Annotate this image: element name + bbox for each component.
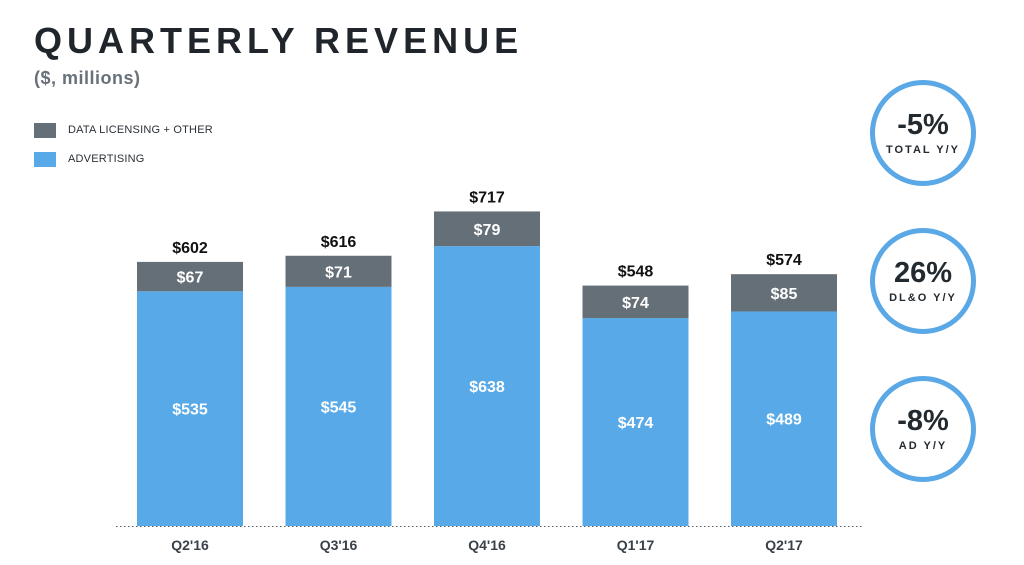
bar-data-licensing-other-q3-16 <box>285 255 392 287</box>
total-label-q4-16: $717 <box>469 189 505 206</box>
total-label-q2-16: $602 <box>172 240 208 257</box>
bar-advertising-q1-17 <box>582 318 689 526</box>
data-label-advertising-q2-16: $535 <box>172 402 208 419</box>
total-label-q1-17: $548 <box>618 264 654 281</box>
data-label-data-licensing-other-q4-16: $79 <box>474 222 501 239</box>
kpi-ad-yoy: -8% AD Y/Y <box>870 376 976 482</box>
chart-legend: DATA LICENSING + OTHER ADVERTISING <box>34 122 213 180</box>
kpi-total-yoy-label: TOTAL Y/Y <box>885 144 961 156</box>
kpi-total-yoy: -5% TOTAL Y/Y <box>870 80 976 186</box>
page-subtitle: ($, millions) <box>34 68 141 88</box>
legend-swatch-advertising <box>34 151 56 167</box>
kpi-dlo-yoy-value: 26% <box>893 257 953 289</box>
total-label-q2-17: $574 <box>766 252 802 269</box>
kpi-ad-yoy-value: -8% <box>897 405 949 437</box>
bar-advertising-q4-16 <box>434 246 540 527</box>
legend-item-data-licensing: DATA LICENSING + OTHER <box>34 122 213 138</box>
legend-label-data-licensing: DATA LICENSING + OTHER <box>68 124 213 136</box>
legend-item-advertising: ADVERTISING <box>34 151 213 167</box>
kpi-total-yoy-value: -5% <box>897 109 949 141</box>
bar-data-licensing-other-q4-16 <box>434 211 540 247</box>
bar-advertising-q2-17 <box>731 311 837 526</box>
total-label-q3-16: $616 <box>321 234 357 251</box>
page-title: QUARTERLY REVENUE <box>34 20 524 61</box>
bar-data-licensing-other-q2-17 <box>731 274 837 312</box>
x-tick-label-q1-17: Q1'17 <box>617 537 655 553</box>
legend-swatch-data-licensing <box>34 122 56 138</box>
stacked-bar-chart: $535 $67 $602 Q2'16 $545 $71 $616 Q3'16 $638 $79 $… <box>116 189 862 553</box>
x-tick-label-q2-17: Q2'17 <box>765 537 803 553</box>
legend-label-advertising: ADVERTISING <box>68 153 145 165</box>
bar-advertising-q2-16 <box>137 291 243 526</box>
bar-data-licensing-other-q2-16 <box>137 261 243 292</box>
x-tick-label-q4-16: Q4'16 <box>468 537 506 553</box>
bar-data-licensing-other-q1-17 <box>582 285 689 319</box>
data-label-data-licensing-other-q3-16: $71 <box>325 264 352 281</box>
data-label-data-licensing-other-q2-17: $85 <box>771 286 798 303</box>
kpi-dlo-yoy-label: DL&O Y/Y <box>889 292 957 304</box>
kpi-ad-yoy-label: AD Y/Y <box>898 440 948 452</box>
kpi-dlo-yoy: 26% DL&O Y/Y <box>870 228 976 334</box>
x-tick-label-q2-16: Q2'16 <box>171 537 209 553</box>
data-label-data-licensing-other-q1-17: $74 <box>622 295 649 312</box>
x-tick-label-q3-16: Q3'16 <box>320 537 358 553</box>
data-label-advertising-q3-16: $545 <box>321 399 357 416</box>
data-label-advertising-q2-17: $489 <box>766 412 802 429</box>
bar-advertising-q3-16 <box>285 286 392 526</box>
data-label-advertising-q4-16: $638 <box>469 379 505 396</box>
data-label-advertising-q1-17: $474 <box>618 415 654 432</box>
data-label-data-licensing-other-q2-16: $67 <box>177 270 204 287</box>
